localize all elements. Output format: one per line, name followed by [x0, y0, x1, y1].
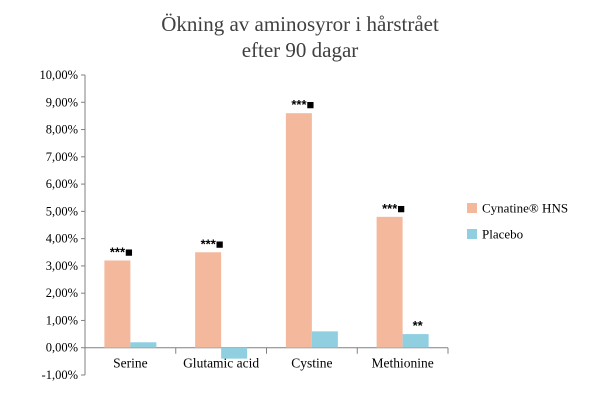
significance-annotation: ***■: [291, 97, 314, 112]
y-tick-label: 10,00%: [39, 68, 78, 82]
legend-label: Placebo: [482, 227, 523, 242]
bar-cynatine: [285, 113, 312, 348]
bar-placebo: [311, 331, 338, 348]
y-tick-label: 9,00%: [46, 95, 78, 109]
y-tick-label: 6,00%: [46, 177, 78, 191]
chart-title-line-2: efter 90 dagar: [242, 38, 359, 62]
legend: Cynatine® HNS Placebo: [467, 201, 568, 242]
y-tick-label: 3,00%: [46, 259, 78, 273]
significance-annotation: ***■: [382, 201, 405, 216]
y-tick-label: 4,00%: [46, 232, 78, 246]
bar-cynatine: [376, 216, 403, 348]
y-tick-label: 1,00%: [46, 313, 78, 327]
x-category-label: Methionine: [372, 356, 434, 371]
x-category-label: Cystine: [291, 356, 332, 371]
plot-area: -1,00% 0,00% 1,00% 2,00% 3,00% 4,00% 5,00% 6,00…: [39, 68, 449, 382]
bar-placebo: [402, 334, 429, 348]
y-tick-label: 5,00%: [46, 204, 78, 218]
y-tick-label: 7,00%: [46, 150, 78, 164]
bar-placebo: [221, 347, 248, 359]
x-category-label: Serine: [113, 356, 148, 371]
bar-cynatine: [195, 252, 222, 348]
y-tick-label: 8,00%: [46, 123, 78, 137]
y-tick-label: -1,00%: [42, 368, 78, 382]
legend-swatch: [467, 229, 477, 239]
y-tick-label: 2,00%: [46, 286, 78, 300]
y-tick-label: 0,00%: [46, 341, 78, 355]
legend-swatch: [467, 203, 477, 213]
legend-label: Cynatine® HNS: [482, 201, 568, 216]
x-category-label: Glutamic acid: [183, 356, 259, 371]
significance-annotation: ***■: [201, 236, 224, 251]
chart-title-line-1: Ökning av aminosyror i hårstrået: [161, 12, 439, 36]
significance-annotation: **: [413, 318, 424, 333]
bar-cynatine: [104, 260, 131, 348]
bar-placebo: [130, 342, 157, 348]
significance-annotation: ***■: [110, 244, 133, 259]
